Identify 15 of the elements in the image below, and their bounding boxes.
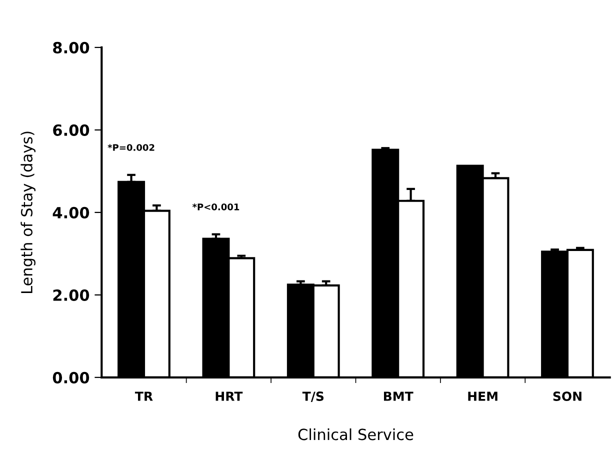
y-tick-label: 8.00 [53,42,90,54]
x-tick-label: HEM [468,392,498,401]
x-tick-label: T/S [302,392,324,402]
annotation: *P=0.002 [108,144,154,151]
x-tick-label: SON [553,392,582,401]
y-tick-label: 6.00 [53,124,90,136]
y-axis-title: Length of Stay (days) [20,132,36,293]
annotation: *P<0.001 [192,204,240,210]
x-tick-label: TR [134,392,153,401]
y-tick-label: 4.00 [52,206,90,218]
y-tick-label: 0.00 [52,372,90,384]
x-tick-label: HRT [216,392,243,401]
x-axis-title: Clinical Service [298,428,414,440]
y-tick-label: 2.00 [53,289,90,301]
x-tick-label: BMT [384,392,414,401]
